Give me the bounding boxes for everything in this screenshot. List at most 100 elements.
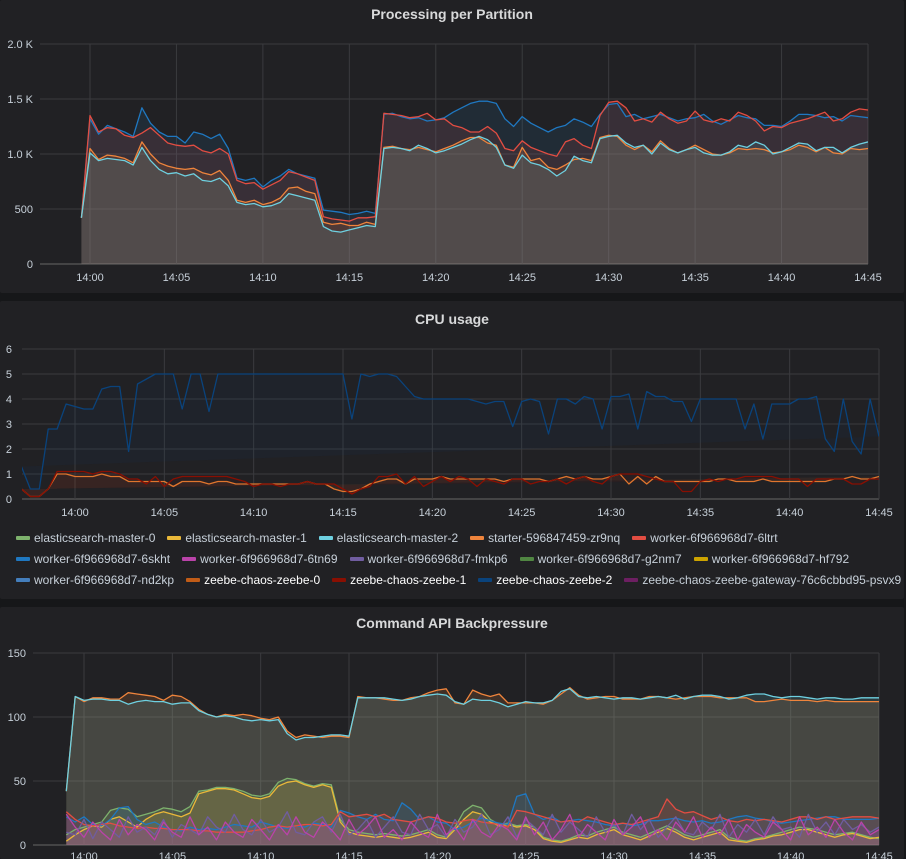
legend-row: worker-6f966968d7-nd2kp zeebe-chaos-zeebe… xyxy=(16,569,901,590)
legend-swatch-icon xyxy=(167,535,182,540)
y-tick-label: 100 xyxy=(8,712,26,724)
series-area-backpressure-purple xyxy=(66,811,879,845)
x-tick-label: 14:15 xyxy=(335,851,363,859)
x-tick-label: 14:30 xyxy=(600,851,628,859)
x-tick-label: 14:00 xyxy=(76,272,104,284)
legend-swatch-icon xyxy=(182,556,197,561)
legend-item[interactable]: zeebe-chaos-zeebe-gateway-76c6cbbd95-psv… xyxy=(624,569,901,590)
series-area-backpressure-orange xyxy=(66,687,879,845)
legend-item[interactable]: worker-6f966968d7-hf792 xyxy=(693,548,850,569)
x-tick-label: 14:20 xyxy=(424,851,452,859)
legend-item[interactable]: worker-6f966968d7-fmkp6 xyxy=(349,548,508,569)
x-tick-label: 14:45 xyxy=(854,272,882,284)
series-group xyxy=(80,100,868,264)
legend-label: worker-6f966968d7-g2nm7 xyxy=(537,551,682,566)
panel-command-api-backpressure: Command API Backpressure 0 50 100 150 14:00 1… xyxy=(0,607,904,859)
legend-swatch-icon xyxy=(624,577,639,582)
series-line-partition-blue xyxy=(80,100,868,218)
y-tick-label: 5 xyxy=(6,369,12,381)
legend-item[interactable]: elasticsearch-master-2 xyxy=(318,527,459,548)
x-tick-label: 14:40 xyxy=(776,507,804,519)
legend-swatch-icon xyxy=(349,556,364,561)
legend-swatch-icon xyxy=(16,556,30,561)
x-tick-label: 14:10 xyxy=(249,272,277,284)
grid xyxy=(40,43,869,265)
legend-label: worker-6f966968d7-fmkp6 xyxy=(367,551,508,566)
series-line-zeebe-chaos-zeebe-0 xyxy=(22,473,879,498)
x-tick-label: 14:45 xyxy=(865,507,893,519)
x-tick-label: 14:35 xyxy=(687,507,715,519)
cpu-legend: elasticsearch-master-0 elasticsearch-mast… xyxy=(16,527,901,590)
series-line-zeebe-chaos-zeebe-2 xyxy=(22,373,879,490)
x-tick-label: 14:20 xyxy=(422,272,450,284)
y-tick-label: 0 xyxy=(27,259,33,271)
series-line-backpressure-orange xyxy=(65,686,879,792)
x-tick-label: 14:25 xyxy=(508,507,536,519)
y-tick-label: 0 xyxy=(6,494,12,506)
panel-cpu-usage: CPU usage 0 1 2 3 4 5 6 14:00 14:05 14:10 14:15 14:… xyxy=(0,301,904,599)
series-line-backpressure-magenta xyxy=(65,813,879,841)
y-tick-label: 1.5 K xyxy=(7,94,33,106)
legend-swatch-icon xyxy=(318,535,333,540)
processing-chart: 0 500 1.0 K 1.5 K 2.0 K 14:00 14:05 14:10 14:15 1… xyxy=(7,39,882,284)
y-tick-label: 150 xyxy=(8,648,26,660)
x-tick-label: 14:40 xyxy=(768,272,796,284)
series-line-partition-red xyxy=(80,100,868,222)
y-tick-label: 2 xyxy=(6,444,12,456)
legend-swatch-icon xyxy=(478,577,493,582)
legend-swatch-icon xyxy=(693,556,708,561)
x-tick-label: 14:10 xyxy=(247,851,275,859)
legend-item[interactable]: worker-6f966968d7-6ltrt xyxy=(632,527,778,548)
x-tick-label: 14:05 xyxy=(151,507,179,519)
legend-item[interactable]: zeebe-chaos-zeebe-2 xyxy=(478,569,612,590)
x-tick-label: 14:25 xyxy=(508,272,536,284)
y-tick-label: 1 xyxy=(6,469,12,481)
series-group xyxy=(22,373,879,498)
series-line-zeebe-chaos-zeebe-1 xyxy=(22,470,879,498)
x-tick-label: 14:35 xyxy=(681,272,709,284)
x-tick-label: 14:15 xyxy=(336,272,364,284)
legend-label: worker-6f966968d7-6ltrt xyxy=(650,530,778,545)
panel-title[interactable]: CPU usage xyxy=(415,311,489,327)
legend-row: worker-6f966968d7-6skht worker-6f966968d7… xyxy=(16,548,896,569)
legend-item[interactable]: zeebe-chaos-zeebe-1 xyxy=(332,569,466,590)
x-tick-label: 14:20 xyxy=(419,507,447,519)
series-area-zeebe-chaos-zeebe-0 xyxy=(22,474,879,497)
series-area-partition-cyan xyxy=(81,135,868,264)
legend-item[interactable]: worker-6f966968d7-g2nm7 xyxy=(519,548,682,569)
legend-item[interactable]: elasticsearch-master-1 xyxy=(167,527,307,548)
y-tick-label: 4 xyxy=(6,394,12,406)
legend-item[interactable]: zeebe-chaos-zeebe-0 xyxy=(186,569,320,590)
series-group xyxy=(65,686,879,845)
x-tick-label: 14:05 xyxy=(163,272,191,284)
legend-swatch-icon xyxy=(332,577,347,582)
legend-item[interactable]: worker-6f966968d7-nd2kp xyxy=(16,569,174,590)
legend-label: worker-6f966968d7-hf792 xyxy=(711,551,850,566)
y-tick-label: 0 xyxy=(20,840,26,852)
legend-label: starter-596847459-zr9nq xyxy=(488,530,621,545)
series-line-partition-cyan xyxy=(80,134,868,233)
x-tick-label: 14:30 xyxy=(595,272,623,284)
series-area-partition-orange xyxy=(81,135,868,264)
legend-swatch-icon xyxy=(519,556,534,561)
x-tick-label: 14:45 xyxy=(865,851,893,859)
legend-swatch-icon xyxy=(186,577,201,582)
legend-swatch-icon xyxy=(16,535,30,540)
legend-item[interactable]: worker-6f966968d7-6skht xyxy=(16,548,170,569)
legend-swatch-icon xyxy=(632,535,647,540)
legend-item[interactable]: worker-6f966968d7-6tn69 xyxy=(182,548,338,569)
legend-swatch-icon xyxy=(16,577,30,582)
panel-title[interactable]: Processing per Partition xyxy=(371,6,533,22)
x-tick-label: 14:25 xyxy=(512,851,540,859)
legend-label: elasticsearch-master-2 xyxy=(336,530,459,545)
legend-item[interactable]: elasticsearch-master-0 xyxy=(16,527,155,548)
legend-label: elasticsearch-master-0 xyxy=(34,530,156,545)
x-tick-label: 14:10 xyxy=(240,507,268,519)
legend-label: zeebe-chaos-zeebe-2 xyxy=(496,572,613,587)
x-tick-label: 14:00 xyxy=(70,851,98,859)
y-tick-label: 500 xyxy=(15,204,33,216)
y-tick-label: 6 xyxy=(6,344,12,356)
panel-processing-per-partition: Processing per Partition 0 500 1.0 K 1.5 K 2… xyxy=(0,0,904,293)
legend-item[interactable]: starter-596847459-zr9nq xyxy=(470,527,620,548)
panel-title[interactable]: Command API Backpressure xyxy=(356,615,548,631)
